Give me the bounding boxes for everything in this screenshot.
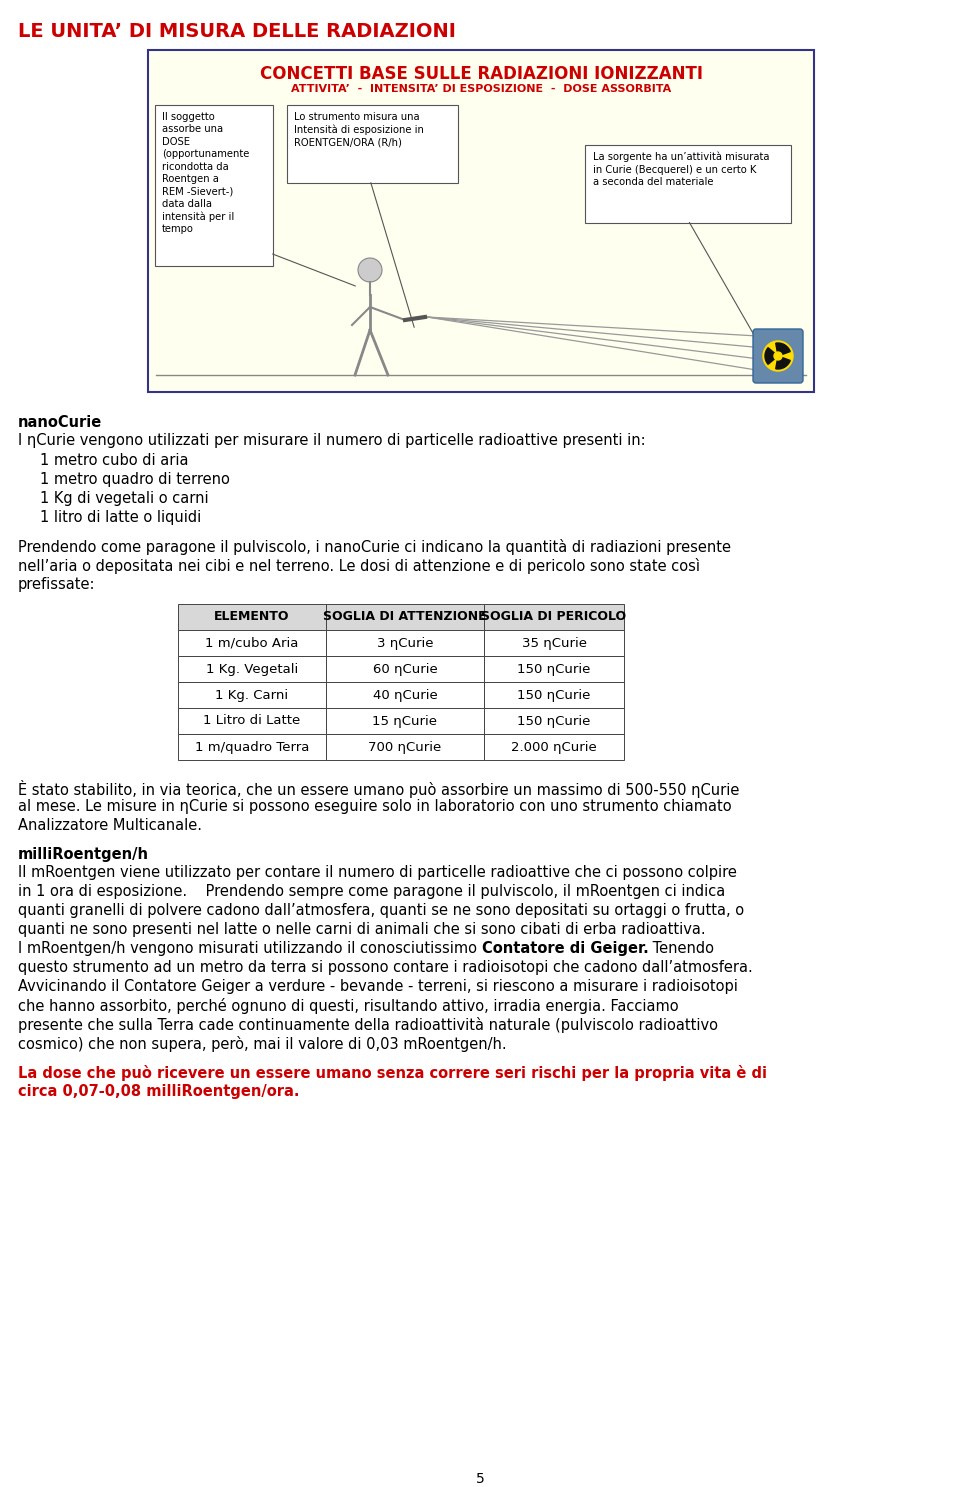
Text: Lo strumento misura una
Intensità di esposizione in
ROENTGEN/ORA (R/h): Lo strumento misura una Intensità di esp…: [294, 112, 424, 147]
Text: quanti ne sono presenti nel latte o nelle carni di animali che si sono cibati di: quanti ne sono presenti nel latte o nell…: [18, 922, 706, 937]
Text: 40 ηCurie: 40 ηCurie: [372, 688, 438, 702]
Text: La sorgente ha un’attività misurata
in Curie (Becquerel) e un certo K
a seconda : La sorgente ha un’attività misurata in C…: [593, 152, 770, 187]
FancyBboxPatch shape: [178, 630, 326, 656]
Text: 1 Litro di Latte: 1 Litro di Latte: [204, 714, 300, 727]
FancyBboxPatch shape: [484, 630, 624, 656]
Text: 5: 5: [475, 1472, 485, 1486]
Text: CONCETTI BASE SULLE RADIAZIONI IONIZZANTI: CONCETTI BASE SULLE RADIAZIONI IONIZZANT…: [259, 65, 703, 83]
Text: 15 ηCurie: 15 ηCurie: [372, 714, 438, 727]
Wedge shape: [765, 348, 778, 364]
Text: È stato stabilito, in via teorica, che un essere umano può assorbire un massimo : È stato stabilito, in via teorica, che u…: [18, 781, 739, 799]
FancyBboxPatch shape: [484, 683, 624, 708]
Text: I mRoentgen/h vengono misurati utilizzando il conosciutissimo: I mRoentgen/h vengono misurati utilizzan…: [18, 941, 482, 956]
Text: prefissate:: prefissate:: [18, 577, 95, 592]
FancyBboxPatch shape: [178, 735, 326, 760]
FancyBboxPatch shape: [326, 656, 484, 683]
Text: 1 Kg. Carni: 1 Kg. Carni: [215, 688, 289, 702]
Text: 1 metro cubo di aria: 1 metro cubo di aria: [40, 454, 188, 468]
Text: 150 ηCurie: 150 ηCurie: [517, 663, 590, 675]
Text: 700 ηCurie: 700 ηCurie: [369, 741, 442, 754]
Text: questo strumento ad un metro da terra si possono contare i radioisotopi che cado: questo strumento ad un metro da terra si…: [18, 961, 753, 975]
FancyBboxPatch shape: [178, 708, 326, 735]
Text: 150 ηCurie: 150 ηCurie: [517, 688, 590, 702]
Text: SOGLIA DI ATTENZIONE: SOGLIA DI ATTENZIONE: [324, 611, 487, 623]
FancyBboxPatch shape: [484, 708, 624, 735]
Text: ELEMENTO: ELEMENTO: [214, 611, 290, 623]
Text: 35 ηCurie: 35 ηCurie: [521, 636, 587, 650]
Text: La dose che può ricevere un essere umano senza correre seri rischi per la propri: La dose che può ricevere un essere umano…: [18, 1065, 767, 1081]
Text: presente che sulla Terra cade continuamente della radioattività naturale (pulvis: presente che sulla Terra cade continuame…: [18, 1017, 718, 1033]
Text: Contatore di Geiger.: Contatore di Geiger.: [482, 941, 648, 956]
FancyBboxPatch shape: [178, 656, 326, 683]
Text: in 1 ora di esposizione.    Prendendo sempre come paragone il pulviscolo, il mRo: in 1 ora di esposizione. Prendendo sempr…: [18, 883, 725, 900]
FancyBboxPatch shape: [148, 51, 814, 393]
Text: 2.000 ηCurie: 2.000 ηCurie: [511, 741, 597, 754]
FancyBboxPatch shape: [326, 683, 484, 708]
Text: nell’aria o depositata nei cibi e nel terreno. Le dosi di attenzione e di perico: nell’aria o depositata nei cibi e nel te…: [18, 558, 700, 574]
Text: che hanno assorbito, perché ognuno di questi, risultando attivo, irradia energia: che hanno assorbito, perché ognuno di qu…: [18, 998, 679, 1014]
FancyBboxPatch shape: [178, 604, 326, 630]
Text: 150 ηCurie: 150 ηCurie: [517, 714, 590, 727]
FancyBboxPatch shape: [326, 630, 484, 656]
Text: Analizzatore Multicanale.: Analizzatore Multicanale.: [18, 818, 202, 833]
FancyBboxPatch shape: [484, 604, 624, 630]
Text: 1 metro quadro di terreno: 1 metro quadro di terreno: [40, 471, 229, 488]
Circle shape: [763, 341, 793, 370]
Text: 1 m/cubo Aria: 1 m/cubo Aria: [205, 636, 299, 650]
FancyBboxPatch shape: [484, 656, 624, 683]
Text: 1 m/quadro Terra: 1 m/quadro Terra: [195, 741, 309, 754]
Text: Avvicinando il Contatore Geiger a verdure - bevande - terreni, si riescono a mis: Avvicinando il Contatore Geiger a verdur…: [18, 978, 738, 993]
Text: circa 0,07-0,08 milliRoentgen/ora.: circa 0,07-0,08 milliRoentgen/ora.: [18, 1084, 300, 1099]
Text: 1 litro di latte o liquidi: 1 litro di latte o liquidi: [40, 510, 202, 525]
FancyBboxPatch shape: [155, 106, 273, 266]
Text: 1 Kg. Vegetali: 1 Kg. Vegetali: [205, 663, 299, 675]
Circle shape: [358, 259, 382, 283]
Text: Il mRoentgen viene utilizzato per contare il numero di particelle radioattive ch: Il mRoentgen viene utilizzato per contar…: [18, 865, 737, 880]
Circle shape: [774, 352, 782, 360]
Text: milliRoentgen/h: milliRoentgen/h: [18, 848, 149, 862]
FancyBboxPatch shape: [585, 146, 791, 223]
Text: ATTIVITA’  -  INTENSITA’ DI ESPOSIZIONE  -  DOSE ASSORBITA: ATTIVITA’ - INTENSITA’ DI ESPOSIZIONE - …: [291, 83, 671, 94]
Text: SOGLIA DI PERICOLO: SOGLIA DI PERICOLO: [481, 611, 627, 623]
Wedge shape: [776, 343, 790, 355]
Text: 60 ηCurie: 60 ηCurie: [372, 663, 438, 675]
FancyBboxPatch shape: [326, 708, 484, 735]
FancyBboxPatch shape: [178, 683, 326, 708]
Text: Tenendo: Tenendo: [648, 941, 714, 956]
Text: cosmico) che non supera, però, mai il valore di 0,03 mRoentgen/h.: cosmico) che non supera, però, mai il va…: [18, 1036, 507, 1051]
Text: quanti granelli di polvere cadono dall’atmosfera, quanti se ne sono depositati s: quanti granelli di polvere cadono dall’a…: [18, 903, 744, 917]
FancyBboxPatch shape: [326, 604, 484, 630]
Text: 3 ηCurie: 3 ηCurie: [376, 636, 433, 650]
Text: Prendendo come paragone il pulviscolo, i nanoCurie ci indicano la quantità di ra: Prendendo come paragone il pulviscolo, i…: [18, 538, 731, 555]
Text: nanoCurie: nanoCurie: [18, 415, 103, 430]
FancyBboxPatch shape: [287, 106, 458, 183]
Text: al mese. Le misure in ηCurie si possono eseguire solo in laboratorio con uno str: al mese. Le misure in ηCurie si possono …: [18, 799, 732, 813]
FancyBboxPatch shape: [484, 735, 624, 760]
FancyBboxPatch shape: [753, 329, 803, 384]
Text: LE UNITA’ DI MISURA DELLE RADIAZIONI: LE UNITA’ DI MISURA DELLE RADIAZIONI: [18, 22, 456, 42]
Wedge shape: [776, 355, 790, 369]
FancyBboxPatch shape: [326, 735, 484, 760]
Text: I ηCurie vengono utilizzati per misurare il numero di particelle radioattive pre: I ηCurie vengono utilizzati per misurare…: [18, 433, 646, 448]
Text: 1 Kg di vegetali o carni: 1 Kg di vegetali o carni: [40, 491, 208, 506]
Text: Il soggetto
assorbe una
DOSE
(opportunamente
ricondotta da
Roentgen a
REM -Sieve: Il soggetto assorbe una DOSE (opportunam…: [162, 112, 250, 235]
